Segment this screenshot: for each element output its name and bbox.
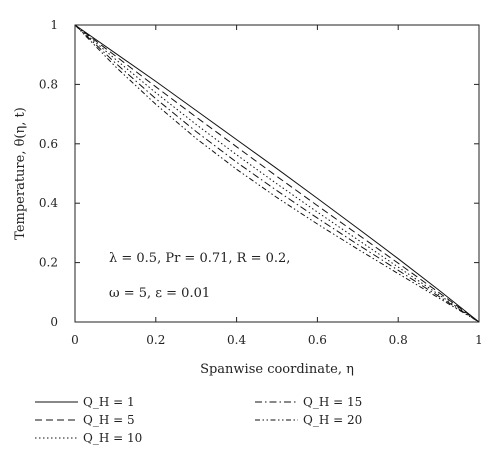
y-tick-label: 0.6 [39,137,58,151]
x-axis-label: Spanwise coordinate, η [200,362,354,377]
x-tick-label: 1 [475,333,483,347]
parameter-annotation-line-1: λ = 0.5, Pr = 0.71, R = 0.2, [109,251,290,266]
series-line-2 [74,24,480,323]
series-line-3 [74,24,480,323]
series-line-1 [74,24,480,323]
y-tick-label: 0 [50,315,58,329]
parameter-annotation-line-2: ω = 5, ε = 0.01 [109,286,210,301]
legend-label-5: Q_H = 20 [303,413,362,427]
legend: Q_H = 1 Q_H = 5 Q_H = 10 Q_H = 15 Q_H = 20 [35,395,362,445]
x-tick-label: 0.6 [308,333,327,347]
y-tick-label: 0.8 [39,77,58,91]
plot-area-frame [74,24,480,323]
x-tick-label: 0.8 [389,333,408,347]
y-tick-label: 0.2 [39,256,58,270]
legend-label-2: Q_H = 5 [83,413,135,427]
legend-label-4: Q_H = 15 [303,395,362,409]
legend-label-3: Q_H = 10 [83,431,142,445]
series-line-5 [74,24,480,323]
legend-label-1: Q_H = 1 [83,395,135,409]
x-tick-label: 0.2 [146,333,165,347]
x-tick-label: 0 [71,333,79,347]
series-line-4 [74,24,480,323]
y-tick-label: 1 [50,18,58,32]
y-tick-label: 0.4 [39,196,58,210]
y-axis-label: Temperature, θ(η, t) [13,107,28,240]
x-tick-label: 0.4 [227,333,246,347]
